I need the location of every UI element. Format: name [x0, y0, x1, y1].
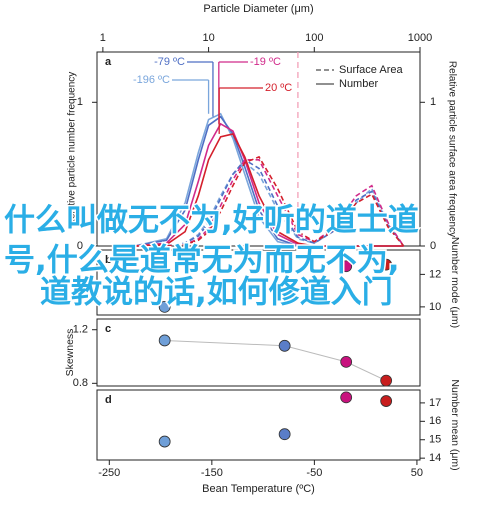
surface-curve: [134, 158, 405, 247]
point: [278, 339, 291, 352]
point: [158, 300, 171, 313]
y-tick-label: 10: [429, 301, 441, 313]
y-tick-label: 17: [429, 397, 441, 409]
x-tick-label: 10: [202, 32, 214, 44]
y-tick-label: 12: [429, 268, 441, 280]
x-tick-label: 1000: [408, 32, 432, 44]
x-tick-label: -50: [306, 467, 322, 479]
panel-letter: a: [105, 56, 112, 68]
panel-letter: b: [105, 254, 112, 266]
point: [380, 374, 393, 387]
x-axis-title: Bean Temperature (ºC): [202, 483, 315, 495]
legend-label: Number: [339, 78, 378, 90]
x-tick-label: 50: [411, 467, 423, 479]
overlay-text: 道教说的话,如何修道入门: [40, 275, 393, 311]
point: [158, 334, 171, 347]
panel-letter: c: [105, 323, 111, 335]
y-axis-title: Relative particle number frequency: [67, 72, 78, 227]
overlay-text: 什么叫做无不为,好听的道士道: [4, 203, 419, 239]
point: [340, 355, 353, 368]
point: [380, 395, 393, 407]
y2-tick-label: 1: [430, 96, 436, 108]
overlay-text: 号,什么是道常无为而无不为,: [4, 243, 400, 279]
y-axis-title: Skewness: [64, 329, 76, 377]
series-label: -196 ºC: [133, 74, 170, 86]
surface-curve: [134, 155, 405, 247]
surface-curve: [134, 161, 405, 247]
y-tick-label: 1: [77, 96, 83, 108]
point: [340, 391, 353, 404]
point: [278, 428, 291, 441]
series-label: -79 ºC: [154, 56, 185, 68]
trend-line: [164, 339, 387, 382]
panel-frame: [96, 51, 421, 247]
point: [158, 435, 171, 448]
number-curve: [134, 132, 404, 247]
x-tick-label: 1: [100, 32, 106, 44]
y-tick-label: 15: [429, 434, 441, 446]
y-tick-label: 0.8: [73, 377, 88, 389]
panel-frame: [96, 389, 421, 461]
point: [340, 260, 353, 273]
series-label: -19 ºC: [250, 56, 281, 68]
y-tick-label: 16: [429, 415, 441, 427]
y-tick-label: 14: [429, 452, 441, 464]
y-tick-label: 1.2: [73, 324, 88, 336]
panel-frame: [96, 249, 421, 316]
y-tick-label: 0: [77, 240, 83, 252]
surface-curve: [134, 158, 405, 247]
x-tick-label: -150: [201, 467, 223, 479]
point: [278, 284, 291, 297]
legend-label: Surface Area: [339, 64, 403, 76]
x-tick-label: -250: [98, 467, 120, 479]
y-axis-title: Number mode (μm): [449, 237, 461, 328]
y2-tick-label: 0: [430, 240, 436, 252]
panel-letter: d: [105, 394, 112, 406]
top-axis-title: Particle Diameter (μm): [203, 3, 313, 15]
x-tick-label: 100: [305, 32, 323, 44]
point: [380, 258, 393, 271]
y-axis-title: Number mean (μm): [449, 379, 461, 470]
series-label: 20 ºC: [265, 82, 292, 94]
y2-axis-title: Relative particle surface area frequency: [446, 61, 457, 237]
panel-frame: [96, 318, 421, 387]
